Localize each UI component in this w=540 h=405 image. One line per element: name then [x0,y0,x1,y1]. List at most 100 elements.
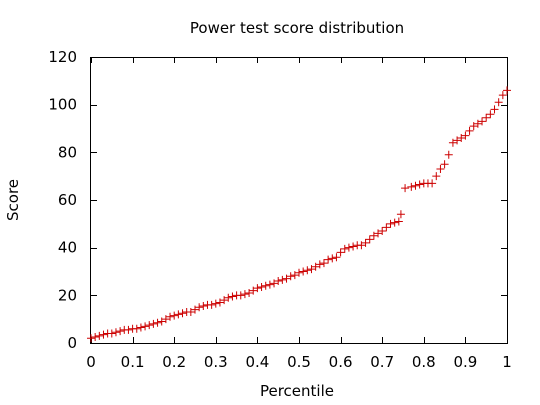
data-point [394,217,403,226]
data-point [278,275,287,284]
data-point [444,150,453,159]
data-point [265,280,274,289]
data-point [382,223,391,232]
data-point [469,122,478,131]
data-point [228,292,237,301]
data-points [87,86,511,343]
data-point [357,241,366,250]
data-point [95,331,104,340]
data-point [440,160,449,169]
data-point [124,325,133,334]
data-point [224,293,233,302]
data-point [340,244,349,253]
data-point [328,254,337,263]
data-point [207,300,216,309]
data-point [319,259,328,268]
data-point [99,330,108,339]
data-point [436,165,445,174]
data-point [490,105,499,114]
data-point [91,333,100,342]
data-point [299,267,308,276]
data-point [166,312,175,321]
data-point [407,182,416,191]
data-point [482,113,491,122]
data-point [307,265,316,274]
data-point [141,322,150,331]
data-point [116,327,125,336]
data-point [386,219,395,228]
axis-ticks: 0 0.1 0.2 0.3 0.4 0.5 0.6 0.7 0.8 0.9 1 0 20 40 60 80 10… [48,48,511,371]
x-tick-label: 0.6 [329,353,353,371]
data-point [503,86,511,95]
x-tick-label: 0.8 [412,353,436,371]
data-point [220,296,229,305]
data-point [282,274,291,283]
x-tick-label: 0.7 [370,353,394,371]
data-point [428,179,437,188]
data-point [249,286,258,295]
data-point [107,329,116,338]
data-point [274,277,283,286]
x-tick-label: 0 [86,353,96,371]
data-point [149,319,158,328]
y-tick-label: 0 [67,334,77,352]
data-point [253,284,262,293]
data-point [178,309,187,318]
data-point [261,281,270,290]
data-point [324,255,333,264]
data-point [494,98,503,107]
data-point [211,299,220,308]
data-point [286,272,295,281]
data-point [195,303,204,312]
data-point [315,260,324,269]
data-point [303,266,312,275]
data-point [257,282,266,291]
data-point [174,310,183,319]
y-axis-title: Score [4,179,22,221]
y-tick-label: 80 [58,143,77,161]
data-point [461,131,470,140]
x-tick-label: 0.3 [204,353,228,371]
data-point [457,134,466,143]
data-point [236,291,245,300]
data-point [344,243,353,252]
data-point [136,323,145,332]
data-point [478,117,487,126]
data-point [411,181,420,190]
data-point [486,110,495,119]
data-point [240,290,249,299]
y-tick-label: 20 [58,286,77,304]
chart-title: Power test score distribution [190,19,404,37]
data-point [365,235,374,244]
x-tick-label: 0.9 [453,353,477,371]
data-point [415,180,424,189]
plot-frame [90,57,508,344]
y-tick-label: 120 [48,48,77,66]
data-point [311,262,320,271]
x-tick-label: 0.2 [162,353,186,371]
data-point [401,184,410,193]
data-point [361,238,370,247]
data-point [145,321,154,330]
data-point [396,210,405,219]
data-point [186,308,195,317]
x-tick-label: 0.1 [121,353,145,371]
x-tick-label: 1 [502,353,512,371]
data-point [378,226,387,235]
y-tick-label: 100 [48,96,77,114]
data-point [453,136,462,145]
y-tick-label: 40 [58,239,77,257]
data-point [161,315,170,324]
data-point [157,317,166,326]
data-point [374,229,383,238]
data-point [153,318,162,327]
data-point [465,126,474,135]
data-point [245,288,254,297]
data-point [369,231,378,240]
data-point [215,298,224,307]
data-point [132,324,141,333]
data-point [390,218,399,227]
data-point [432,172,441,181]
data-point [473,119,482,128]
